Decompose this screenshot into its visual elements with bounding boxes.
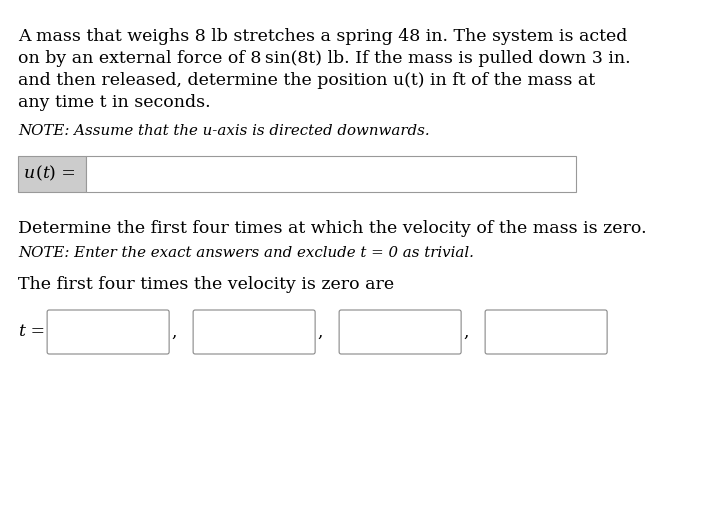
FancyBboxPatch shape bbox=[86, 156, 576, 192]
FancyBboxPatch shape bbox=[47, 310, 169, 354]
Text: =: = bbox=[25, 324, 45, 340]
FancyBboxPatch shape bbox=[18, 156, 86, 192]
FancyBboxPatch shape bbox=[339, 310, 461, 354]
Text: u: u bbox=[24, 166, 35, 182]
FancyBboxPatch shape bbox=[193, 310, 315, 354]
Text: Determine the first four times at which the velocity of the mass is zero.: Determine the first four times at which … bbox=[18, 220, 647, 237]
Text: A mass that weighs 8 lb stretches a spring 48 in. The system is acted: A mass that weighs 8 lb stretches a spri… bbox=[18, 28, 628, 45]
Text: NOTE: Assume that the u-axis is directed downwards.: NOTE: Assume that the u-axis is directed… bbox=[18, 124, 430, 138]
Text: The first four times the velocity is zero are: The first four times the velocity is zer… bbox=[18, 276, 394, 293]
FancyBboxPatch shape bbox=[485, 310, 607, 354]
Text: t: t bbox=[18, 324, 25, 340]
Text: on by an external force of 8 sin(8t) lb. If the mass is pulled down 3 in.: on by an external force of 8 sin(8t) lb.… bbox=[18, 50, 630, 67]
Text: t: t bbox=[42, 166, 49, 182]
Text: ,: , bbox=[171, 324, 176, 340]
Text: ,: , bbox=[463, 324, 469, 340]
Text: ) =: ) = bbox=[49, 166, 76, 182]
Text: ,: , bbox=[317, 324, 323, 340]
Text: (: ( bbox=[35, 166, 42, 182]
Text: any time t in seconds.: any time t in seconds. bbox=[18, 94, 210, 111]
Text: and then released, determine the position u(t) in ft of the mass at: and then released, determine the positio… bbox=[18, 72, 595, 89]
Text: NOTE: Enter the exact answers and exclude t = 0 as trivial.: NOTE: Enter the exact answers and exclud… bbox=[18, 246, 474, 260]
